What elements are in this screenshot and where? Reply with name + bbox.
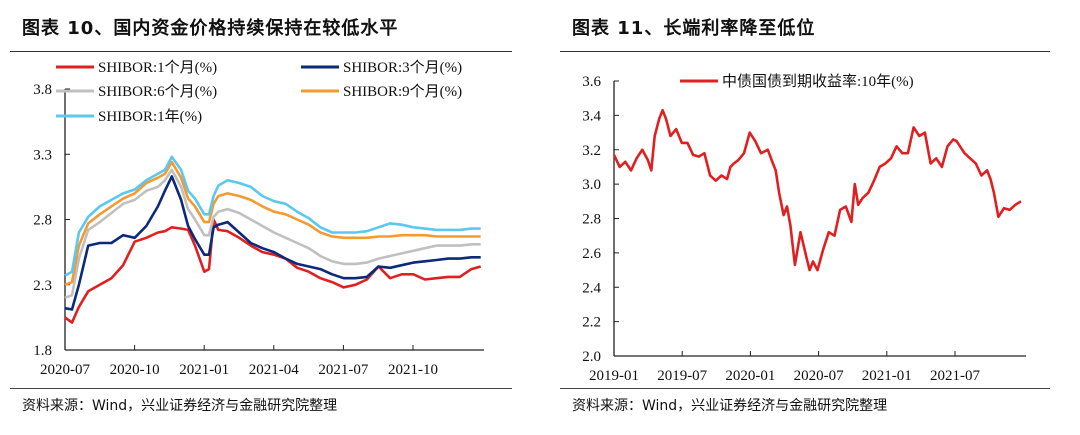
legend-label: SHIBOR:3个月(%) [343,59,462,76]
y-tick-label: 2.8 [582,212,601,228]
series-line [64,155,481,277]
x-tick-label: 2020-07 [40,362,90,378]
right-chart-panel: 图表 11、长端利率降至低位 2.0 2.2 2.4 2.6 2.8 3.0 3.2 3.4 3… [540,0,1080,435]
title-divider [560,51,1050,52]
x-tick-label: 2021-07 [930,368,980,384]
y-tick-label: 2.0 [582,349,601,365]
x-tick-label: 2021-01 [179,362,229,378]
series-line [612,108,1022,272]
x-tick-label: 2020-07 [794,368,844,384]
y-tick-label: 2.8 [33,213,52,229]
y-tick-label: 2.2 [582,315,601,331]
legend-label: 中债国债到期收益率:10年(%) [722,73,914,90]
x-tick-label: 2020-10 [110,362,160,378]
legend-label: SHIBOR:9个月(%) [343,83,462,100]
x-tick-label: 2021-10 [388,362,438,378]
chart-title: 图表 10、国内资金价格持续保持在较低水平 [22,18,399,39]
y-tick-label: 3.2 [582,143,601,159]
x-tick-label: 2020-01 [725,368,775,384]
legend-label: SHIBOR:1年(%) [98,108,202,125]
series-line [64,168,481,300]
y-tick-label: 2.6 [582,246,601,262]
chart-title: 图表 11、长端利率降至低位 [572,18,816,39]
shibor-chart: 1.8 2.3 2.8 3.3 3.8 2020-07 2020-10 2021-01 2021… [33,59,484,378]
y-tick-label: 3.0 [582,177,601,193]
series-line [64,160,481,287]
y-tick-label: 2.3 [33,278,52,294]
y-tick-label: 3.8 [33,82,52,98]
source-divider [560,388,1050,389]
y-tick-label: 3.6 [582,74,601,90]
source-note: 资料来源：Wind，兴业证券经济与金融研究院整理 [22,398,338,414]
legend-label: SHIBOR:6个月(%) [98,83,217,100]
bond-yield-chart: 2.0 2.2 2.4 2.6 2.8 3.0 3.2 3.4 3.6 2019-01 2019-0… [582,73,1026,384]
x-tick-label: 2021-01 [862,368,912,384]
y-tick-label: 3.3 [33,147,52,163]
series-line [64,175,481,311]
y-tick-label: 3.4 [582,108,601,124]
title-divider [10,51,512,52]
x-tick-label: 2019-01 [589,368,639,384]
legend-label: SHIBOR:1个月(%) [98,59,217,76]
y-tick-label: 1.8 [33,343,52,359]
source-divider [10,388,512,389]
x-tick-label: 2021-04 [249,362,299,378]
source-note: 资料来源：Wind，兴业证券经济与金融研究院整理 [572,398,888,414]
x-tick-label: 2021-07 [318,362,368,378]
y-tick-label: 2.4 [582,280,601,296]
series-line [64,218,482,324]
left-chart-panel: 图表 10、国内资金价格持续保持在较低水平 1.8 2.3 2.8 3.3 3.8 202… [10,18,512,414]
x-tick-label: 2019-07 [657,368,707,384]
